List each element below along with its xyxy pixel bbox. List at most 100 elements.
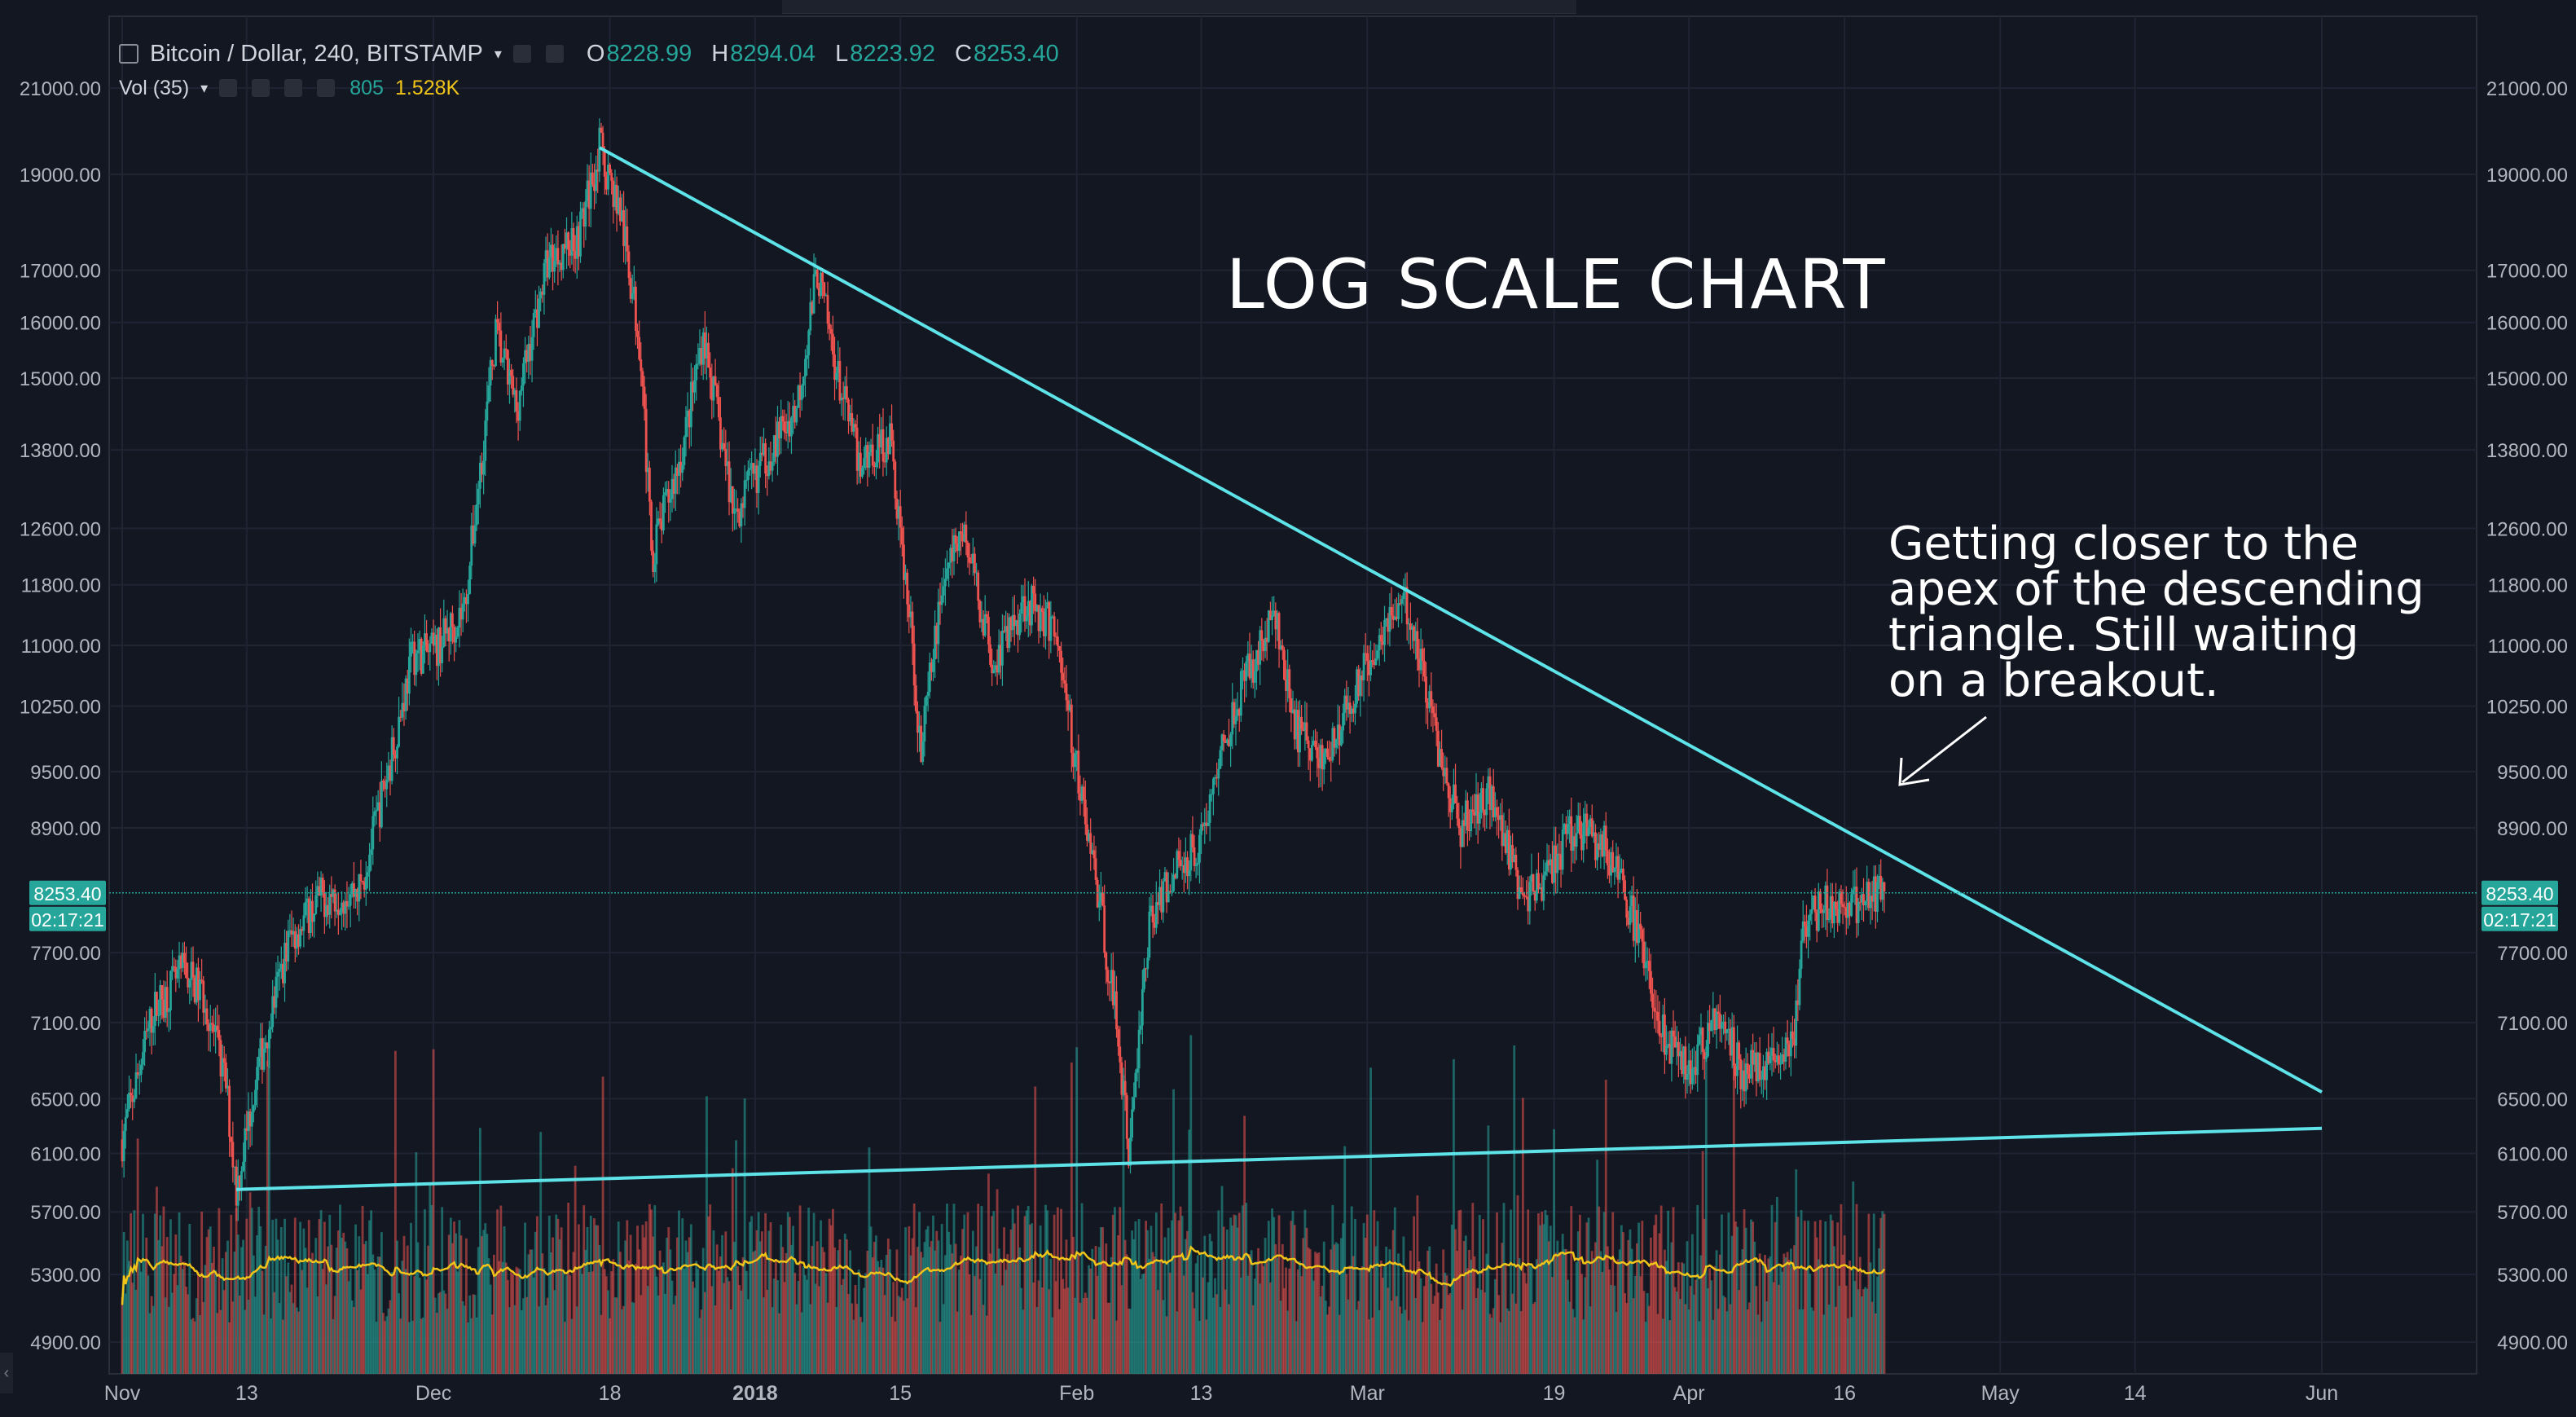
candle-body — [1200, 824, 1202, 835]
volume-bar — [1034, 1086, 1037, 1374]
candle-body — [472, 525, 475, 544]
volume-bar — [1729, 1304, 1732, 1374]
candle-body — [1819, 891, 1822, 909]
candle-body — [942, 586, 945, 596]
candle-body — [1393, 616, 1396, 620]
volume-bar — [546, 1297, 549, 1374]
volume-bar — [1191, 1292, 1194, 1374]
volume-bar — [1369, 1067, 1372, 1374]
volume-bar — [852, 1319, 855, 1374]
volume-bar — [954, 1243, 957, 1374]
candle-body — [376, 802, 380, 811]
settings-icon[interactable] — [219, 79, 238, 97]
trendline[interactable] — [598, 146, 2323, 1094]
candle-body — [1385, 618, 1388, 620]
candle-body — [982, 618, 985, 636]
candle-body — [883, 461, 886, 463]
candle-body — [1409, 623, 1412, 630]
close-icon[interactable] — [317, 79, 336, 97]
candle-body — [160, 984, 164, 1000]
volume-bar — [1208, 1234, 1211, 1374]
volume-bar — [512, 1274, 515, 1374]
volume-bar — [1234, 1215, 1237, 1374]
symbol-label[interactable]: Bitcoin / Dollar, 240, BITSTAMP — [150, 40, 483, 67]
settings-icon[interactable] — [512, 45, 531, 63]
candle-body — [814, 270, 817, 275]
volume-bar — [1338, 1314, 1341, 1374]
candle-body — [607, 165, 609, 190]
volume-bar — [607, 1290, 609, 1374]
volume-bar — [1015, 1263, 1018, 1374]
volume-bar — [1567, 1279, 1569, 1374]
caret-down-icon[interactable]: ▾ — [494, 45, 502, 62]
volume-bar — [165, 1237, 169, 1374]
volume-bar — [678, 1210, 680, 1374]
volume-bar — [1056, 1207, 1059, 1374]
volume-bar — [231, 1301, 235, 1374]
add-icon[interactable] — [284, 79, 303, 97]
candle-body — [1644, 962, 1647, 969]
volume-bar — [484, 1223, 487, 1374]
volume-bar — [925, 1229, 928, 1374]
volume-bar — [288, 1292, 292, 1374]
candle-body — [570, 227, 574, 256]
volume-bar — [977, 1204, 980, 1374]
candle-body — [1314, 740, 1317, 747]
volume-bar — [1730, 1235, 1734, 1374]
volume-bar — [854, 1285, 857, 1374]
y-tick-label-left: 7100.00 — [30, 1013, 101, 1035]
volume-bar — [1724, 1297, 1727, 1374]
candle-body — [244, 1128, 247, 1162]
volume-label[interactable]: Vol (35) — [119, 76, 190, 99]
trendline[interactable] — [236, 1126, 2323, 1191]
candle-body — [679, 461, 683, 473]
candle-body — [949, 548, 952, 563]
volume-bar — [985, 1315, 988, 1374]
candle-body — [1582, 822, 1585, 851]
candle-body — [992, 669, 996, 674]
candle-body — [213, 1024, 215, 1032]
volume-bar — [247, 1300, 250, 1374]
candle-body — [1060, 650, 1062, 673]
volume-bar — [1245, 1203, 1248, 1374]
y-tick-label-right: 11000.00 — [2488, 636, 2568, 658]
volume-bar — [1028, 1224, 1031, 1374]
candle-body — [1807, 920, 1809, 937]
volume-bar — [1158, 1260, 1161, 1374]
volume-bar — [1008, 1260, 1011, 1374]
volume-bar — [1365, 1214, 1369, 1374]
volume-bar — [156, 1186, 158, 1374]
volume-bar — [912, 1204, 916, 1374]
volume-bar — [1850, 1317, 1853, 1374]
volume-bar — [1846, 1318, 1849, 1374]
candle-body — [387, 765, 390, 780]
candle-body — [242, 1161, 244, 1172]
caret-down-icon[interactable]: ▾ — [200, 79, 209, 96]
square-icon[interactable] — [119, 44, 138, 64]
candle-body — [1563, 824, 1566, 830]
volume-bar — [1086, 1297, 1088, 1374]
volume-bar — [1761, 1261, 1765, 1374]
volume-bar — [717, 1270, 720, 1374]
volume-bar — [859, 1317, 862, 1374]
candle-body — [196, 967, 200, 1001]
chevron-left-icon[interactable]: ‹ — [0, 1353, 13, 1393]
volume-bar — [1180, 1216, 1184, 1374]
settings-icon[interactable] — [252, 79, 270, 97]
candle-body — [318, 886, 321, 896]
candle-body — [1876, 882, 1879, 912]
candle-body — [1641, 929, 1644, 942]
volume-bar — [1881, 1211, 1884, 1374]
candle-body — [1831, 896, 1834, 924]
candle-body — [1239, 671, 1242, 716]
volume-bar — [1296, 1269, 1299, 1374]
close-icon[interactable] — [545, 45, 564, 63]
volume-bar — [1379, 1261, 1383, 1374]
candle-body — [968, 557, 971, 563]
candle-body — [435, 635, 438, 667]
candle-body — [1017, 620, 1019, 636]
volume-bar — [444, 1293, 447, 1374]
candle-body — [1089, 833, 1092, 854]
